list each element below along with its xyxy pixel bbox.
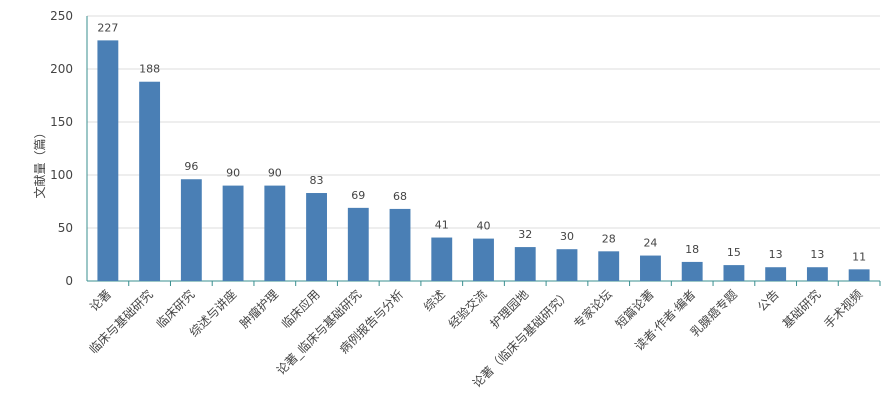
y-tick-label: 50	[58, 221, 73, 235]
bar[interactable]	[222, 185, 244, 281]
bar[interactable]	[139, 81, 161, 281]
bar[interactable]	[389, 208, 411, 281]
bar[interactable]	[431, 237, 453, 281]
bar[interactable]	[97, 40, 119, 281]
x-tick-label: 经验交流	[445, 287, 490, 332]
data-label: 227	[97, 21, 118, 34]
data-label: 32	[518, 228, 532, 241]
bar[interactable]	[264, 185, 286, 281]
data-label: 13	[810, 248, 824, 261]
data-label: 96	[184, 160, 198, 173]
bar[interactable]	[681, 261, 703, 281]
labels: 050100150200250227论著188临床与基础研究96临床研究90综述…	[50, 9, 866, 390]
data-label: 90	[226, 167, 240, 180]
data-label: 68	[393, 190, 407, 203]
y-axis-title: 文献量（篇）	[32, 126, 47, 198]
data-label: 69	[351, 189, 365, 202]
data-label: 15	[727, 246, 741, 259]
y-tick-label: 200	[50, 62, 73, 76]
y-tick-label: 0	[65, 274, 73, 288]
data-label: 188	[139, 63, 160, 76]
data-label: 13	[769, 248, 783, 261]
x-tick-label: 手术视频	[821, 287, 866, 332]
y-tick-label: 150	[50, 115, 73, 129]
bar[interactable]	[473, 238, 494, 281]
y-tick-label: 100	[50, 168, 73, 182]
y-tick-label: 250	[50, 9, 73, 23]
bar[interactable]	[306, 193, 327, 281]
data-label: 30	[560, 230, 574, 243]
bar[interactable]	[180, 179, 202, 281]
bar[interactable]	[598, 251, 620, 281]
data-label: 83	[310, 174, 324, 187]
x-tick-label: 综述	[421, 287, 448, 314]
bars	[97, 40, 870, 281]
grid-lines	[87, 15, 880, 229]
data-label: 40	[477, 220, 491, 233]
data-label: 24	[643, 237, 657, 250]
bar[interactable]	[514, 247, 536, 281]
data-label: 18	[685, 243, 699, 256]
bar[interactable]	[556, 249, 578, 281]
data-label: 11	[852, 250, 866, 263]
x-tick-label: 肿瘤护理	[236, 287, 281, 332]
bar[interactable]	[765, 267, 787, 281]
data-label: 41	[435, 219, 449, 232]
x-tick-label: 公告	[755, 287, 782, 314]
bar[interactable]	[848, 269, 870, 281]
bar[interactable]	[723, 265, 745, 281]
x-tick-label: 基础研究	[779, 287, 824, 332]
bar[interactable]	[640, 255, 661, 281]
bar[interactable]	[347, 207, 369, 281]
bar[interactable]	[806, 267, 828, 281]
data-label: 90	[268, 167, 282, 180]
x-tick-label: 专家论坛	[570, 287, 615, 332]
data-label: 28	[602, 232, 616, 245]
x-tick-label: 论著	[87, 287, 114, 314]
